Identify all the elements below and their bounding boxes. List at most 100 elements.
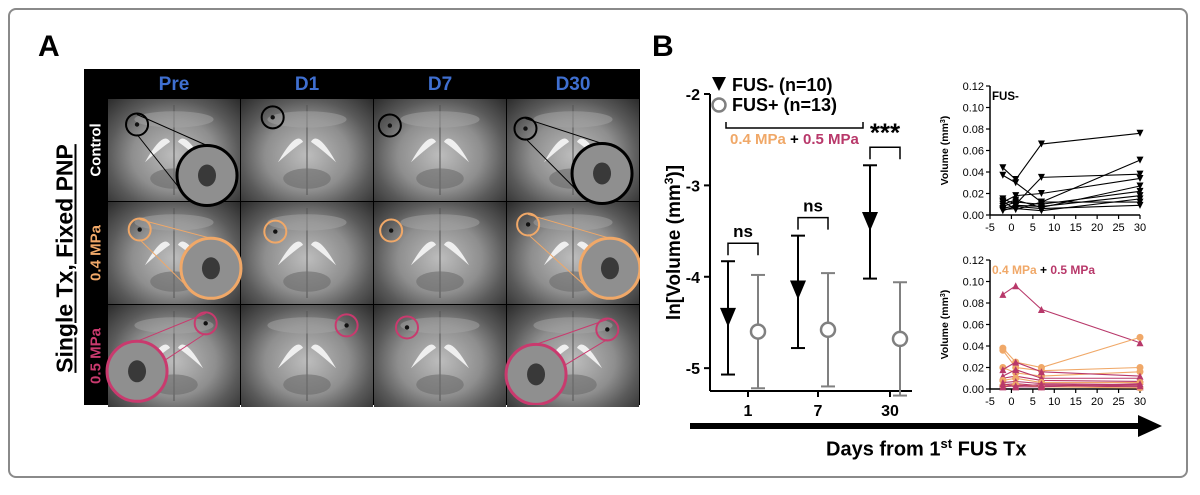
chart-title: 0.4 MPa + 0.5 MPa bbox=[992, 263, 1095, 277]
y-tick-label: 0.08 bbox=[963, 124, 984, 136]
left-ventricle-shape bbox=[410, 241, 437, 266]
significance-bracket bbox=[797, 216, 829, 230]
lesion-dot bbox=[388, 228, 394, 233]
lesion-dot bbox=[404, 325, 410, 330]
y-tick-label: 0.12 bbox=[963, 255, 984, 267]
y-tick-label: -2 bbox=[686, 87, 700, 104]
lesion-dot bbox=[273, 229, 278, 234]
brain-region bbox=[283, 168, 331, 189]
brain-region bbox=[283, 374, 331, 395]
legend-circle-marker bbox=[711, 97, 727, 113]
left-ventricle-shape bbox=[543, 241, 570, 266]
lesion-dot bbox=[270, 115, 275, 120]
data-point bbox=[1012, 192, 1020, 200]
lesion-ring bbox=[125, 112, 150, 137]
brain-cortex bbox=[533, 111, 613, 128]
data-point bbox=[1136, 333, 1144, 341]
column-header-d30: D30 bbox=[555, 74, 591, 95]
brain-region bbox=[416, 271, 464, 292]
mri-slice bbox=[241, 202, 373, 304]
y-tick-label: 0.02 bbox=[963, 363, 984, 375]
fus-minus-point bbox=[862, 211, 878, 231]
brain-cortex bbox=[134, 214, 214, 231]
lesion-ring bbox=[395, 315, 419, 340]
lesion-ring bbox=[334, 313, 359, 338]
right-ventricle-shape bbox=[576, 344, 603, 369]
brain-region bbox=[283, 271, 331, 292]
lesion-ring bbox=[127, 217, 152, 242]
x-tick-label: 10 bbox=[1048, 396, 1060, 408]
data-point bbox=[1037, 198, 1045, 206]
data-point bbox=[1037, 173, 1045, 181]
series-line bbox=[1002, 380, 1141, 386]
magnified-lesion bbox=[600, 257, 619, 280]
data-point bbox=[1012, 358, 1020, 366]
right-ventricle-shape bbox=[310, 138, 337, 163]
data-point bbox=[1012, 202, 1020, 210]
inset-connector bbox=[527, 213, 611, 239]
data-point bbox=[1136, 174, 1144, 182]
data-point bbox=[999, 380, 1007, 388]
inset-connector bbox=[525, 138, 582, 195]
inset-connector bbox=[139, 219, 212, 239]
lesion-dot bbox=[525, 222, 531, 227]
magnified-lesion bbox=[198, 164, 216, 187]
column-header-d7: D7 bbox=[427, 74, 453, 95]
chart-title: FUS- bbox=[992, 91, 1019, 103]
fus-plus-point bbox=[891, 330, 909, 348]
series-line bbox=[1002, 285, 1141, 344]
magnified-lesion bbox=[201, 257, 220, 280]
y-tick-label: 0.12 bbox=[963, 81, 984, 93]
brain-cortex bbox=[267, 111, 347, 128]
brain-cortex bbox=[533, 317, 613, 334]
inset-overlay bbox=[105, 114, 640, 405]
series-line bbox=[1002, 375, 1141, 383]
lesion-dot bbox=[203, 321, 208, 326]
right-ventricle-shape bbox=[310, 241, 337, 266]
data-point bbox=[999, 164, 1007, 172]
x-tick-label: 25 bbox=[1112, 222, 1124, 234]
series-line bbox=[1002, 369, 1140, 379]
data-point bbox=[999, 207, 1007, 215]
data-point bbox=[1037, 205, 1045, 213]
left-ventricle-shape bbox=[410, 138, 437, 163]
left-ventricle-shape bbox=[410, 344, 437, 369]
lesion-ring bbox=[263, 219, 288, 244]
mri-slice bbox=[241, 99, 373, 201]
lesion-ring bbox=[513, 116, 538, 141]
x-tick-label: 20 bbox=[1091, 396, 1103, 408]
significance-bracket bbox=[869, 146, 901, 160]
series-line bbox=[1002, 383, 1141, 388]
lesion-ring bbox=[595, 317, 620, 342]
magnified-lesion bbox=[527, 363, 546, 386]
right-ventricle-shape bbox=[443, 138, 470, 163]
fus-minus-point bbox=[790, 280, 806, 300]
y-tick-label: 0.04 bbox=[963, 167, 984, 179]
y-tick-label: -4 bbox=[686, 270, 700, 287]
data-point bbox=[1136, 187, 1144, 195]
significance-bracket bbox=[727, 242, 759, 256]
right-ventricle-shape bbox=[177, 344, 204, 369]
series-line bbox=[1002, 159, 1141, 203]
left-ventricle-shape bbox=[144, 241, 171, 266]
x-tick-label: 30 bbox=[881, 403, 899, 420]
series-line bbox=[1002, 361, 1141, 377]
x-tick-label: -5 bbox=[985, 222, 995, 234]
mri-slice bbox=[374, 202, 506, 304]
data-point bbox=[999, 197, 1007, 205]
brain-cortex bbox=[267, 214, 347, 231]
series-line bbox=[1002, 204, 1141, 212]
inset-connector bbox=[525, 118, 603, 144]
fus-minus-line-chart: 0.00 0.02 0.04 0.06 0.08 0.10 0.12 -5 0 5 10 15 20 25… bbox=[939, 81, 1146, 234]
data-point bbox=[1136, 339, 1144, 347]
data-point bbox=[1012, 383, 1020, 391]
data-point bbox=[1037, 383, 1045, 391]
left-ventricle-shape bbox=[277, 344, 304, 369]
y-tick-label: 0.06 bbox=[963, 146, 984, 158]
left-ventricle-shape bbox=[277, 241, 304, 266]
data-point bbox=[999, 346, 1007, 354]
lesion-dot bbox=[605, 327, 610, 332]
series-line bbox=[1002, 190, 1141, 207]
data-point bbox=[1037, 190, 1045, 197]
x-tick-label: 20 bbox=[1091, 222, 1103, 234]
